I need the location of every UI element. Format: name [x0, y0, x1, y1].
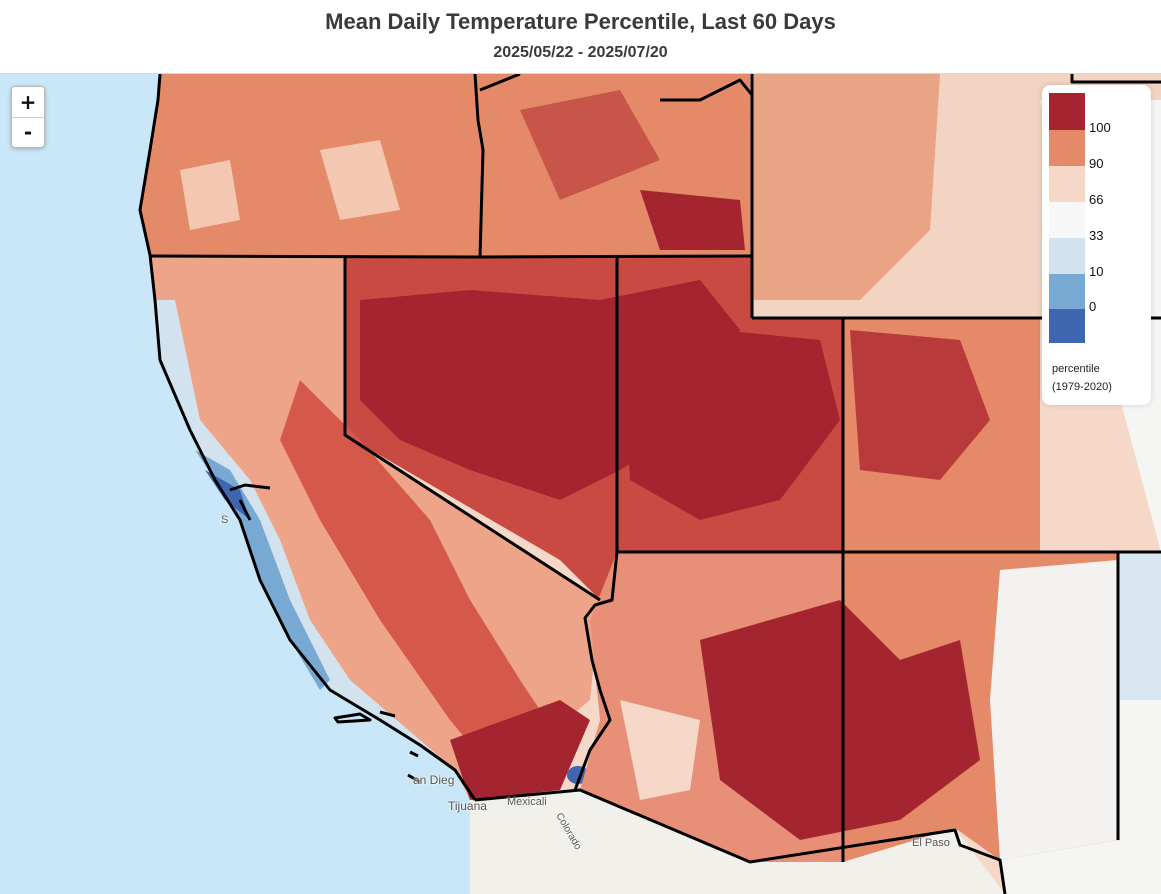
label-tijuana: Tijuana: [448, 799, 487, 813]
zoom-control: + -: [11, 86, 45, 148]
border-or-id: [473, 74, 485, 258]
id-patch-1: [520, 90, 660, 200]
border-mt: [1070, 74, 1161, 84]
legend-swatch-33: [1049, 202, 1085, 238]
label-san-francisco: S: [221, 514, 229, 526]
zoom-in-button[interactable]: +: [12, 87, 44, 117]
label-el-paso: El Paso: [912, 837, 950, 849]
border-or-ca: [149, 254, 753, 259]
channel-island-4: [407, 773, 421, 784]
nm-east-light: [990, 560, 1118, 860]
id-patch-2: [640, 190, 745, 250]
region-california-central: [280, 380, 560, 780]
or-patch-1: [180, 160, 240, 230]
legend-tick-10: 10: [1089, 264, 1104, 279]
hot-core-socal: [450, 700, 590, 800]
legend-caption-title: percentile: [1052, 363, 1100, 375]
map-svg[interactable]: [0, 74, 1161, 894]
label-mexicali: Mexicali: [507, 796, 547, 808]
border-ca-az: [573, 689, 612, 791]
legend: 100 90 66 33 10 0 percentile (1979-2020): [1042, 85, 1151, 405]
legend-caption-period: (1979-2020): [1052, 381, 1112, 393]
region-wyoming-west: [752, 74, 940, 300]
channel-island-3: [409, 750, 419, 758]
border-nv-ca: [343, 258, 601, 602]
map-title: Mean Daily Temperature Percentile, Last …: [325, 9, 836, 34]
legend-tick-90: 90: [1089, 156, 1104, 171]
map-canvas[interactable]: an Dieg Tijuana Mexicali Colorado El Pas…: [0, 74, 1161, 894]
az-light-patch: [620, 700, 700, 800]
legend-tick-33: 33: [1089, 228, 1104, 243]
legend-swatch-90: [1049, 130, 1085, 166]
sf-bay-outline: [229, 483, 271, 521]
coastline: [138, 74, 477, 801]
border-id-north: [479, 74, 754, 102]
border-us-mexico: [474, 788, 1007, 894]
hot-core-2: [620, 320, 840, 520]
hot-core-az-nm: [700, 600, 980, 840]
channel-island-2: [379, 710, 396, 718]
legend-tick-66: 66: [1089, 192, 1104, 207]
legend-swatch-min: [1049, 309, 1085, 343]
legend-tick-0: 0: [1089, 299, 1097, 314]
legend-swatch-100: [1049, 93, 1085, 130]
channel-island-1: [333, 712, 372, 724]
border-nv-az: [583, 551, 619, 691]
hot-core-3: [850, 330, 990, 480]
legend-tick-100: 100: [1089, 120, 1111, 135]
or-patch-2: [320, 140, 400, 220]
coastal-cool-band: [150, 300, 455, 770]
date-range: 2025/05/22 - 2025/07/20: [493, 44, 668, 61]
legend-swatch-0: [1049, 274, 1085, 309]
coastal-cold-band: [195, 450, 330, 690]
legend-swatch-10: [1049, 238, 1085, 274]
map-header: Mean Daily Temperature Percentile, Last …: [0, 0, 1161, 74]
zoom-out-button[interactable]: -: [12, 117, 44, 146]
legend-swatch-66: [1049, 166, 1085, 202]
label-san-diego: an Dieg: [413, 773, 455, 787]
